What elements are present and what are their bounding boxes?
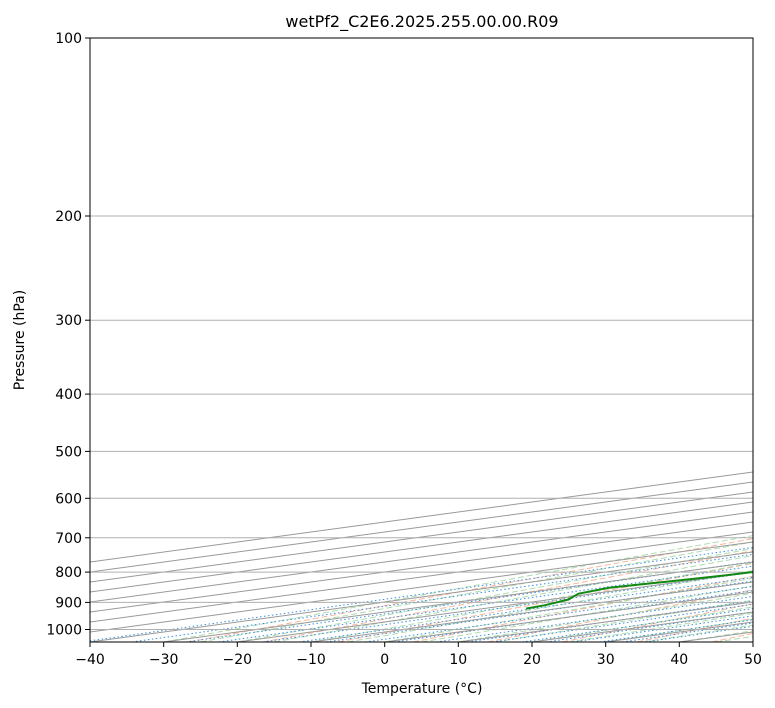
moist-adiabat [200,541,753,642]
y-tick-label: 300 [55,313,82,329]
isotherm-line [90,471,753,563]
isotherm-line [90,511,753,603]
isotherm-line [90,501,753,593]
isotherm-line [90,491,753,583]
y-tick-label: 100 [55,31,82,47]
y-tick-label: 200 [55,209,82,225]
moist-adiabat [237,548,753,642]
x-tick-label: −40 [75,652,105,668]
isotherm-line [90,481,753,573]
y-tick-label: 700 [55,531,82,547]
y-tick-label: 800 [55,565,82,581]
moist-adiabat [458,592,753,642]
x-tick-label: 10 [449,652,467,668]
plot-frame [89,37,754,643]
moist-adiabat [384,577,753,642]
x-tick-label: −20 [223,652,253,668]
background-lines [90,38,753,642]
x-tick-label: 50 [744,652,762,668]
mixing-ratio-line [492,603,753,642]
x-tick-label: 30 [597,652,615,668]
mixing-ratio-line [436,595,753,642]
x-axis-label: Temperature (°C) [361,681,483,697]
x-tick-label: 0 [380,652,389,668]
y-tick-label: 500 [55,444,82,460]
x-tick-label: −30 [149,652,179,668]
chart-title: wetPf2_C2E6.2025.255.00.00.R09 [285,12,558,32]
mixing-ratio-line [90,546,753,642]
dry-adiabat [487,589,753,642]
moist-adiabat [310,562,753,642]
y-axis-label: Pressure (hPa) [12,290,28,390]
y-tick-label: 900 [55,595,82,611]
x-tick-label: 20 [523,652,541,668]
moist-adiabat [163,535,753,642]
y-tick-label: 600 [55,491,82,507]
dry-adiabat [263,550,753,642]
y-tick-label: 1000 [46,623,82,639]
dry-adiabat [188,538,753,642]
x-tick-label: 40 [670,652,688,668]
y-tick-label: 400 [55,387,82,403]
x-tick-label: −10 [296,652,326,668]
isotherm-line [90,531,753,623]
isotherm-line [90,521,753,613]
